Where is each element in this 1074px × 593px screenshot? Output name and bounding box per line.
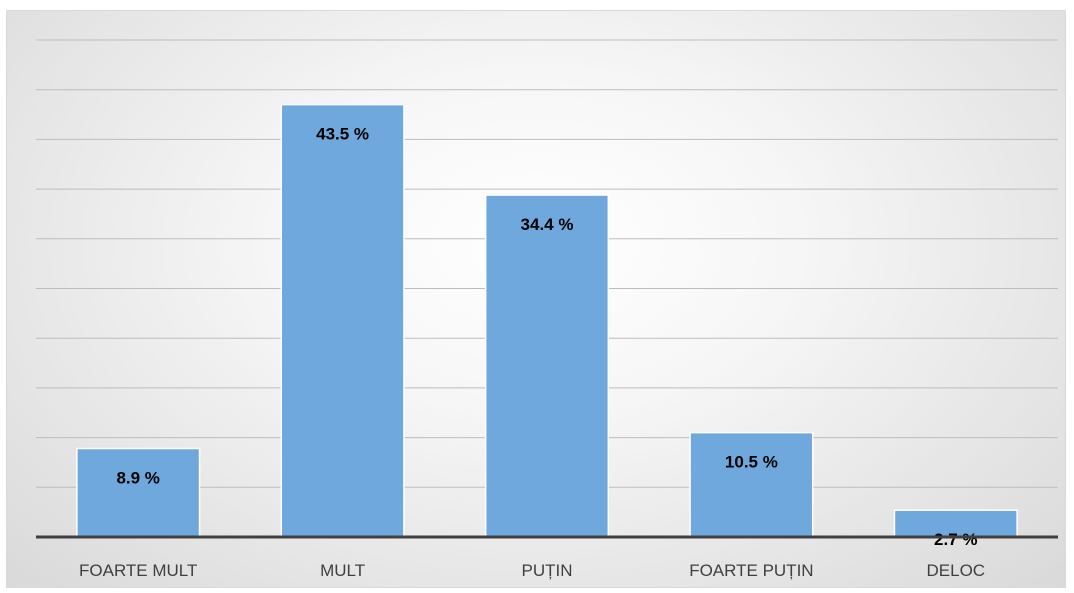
bar xyxy=(484,194,610,538)
bar xyxy=(76,447,201,538)
data-label: 34.4 % xyxy=(521,215,574,234)
category-label: MULT xyxy=(320,561,365,580)
data-label: 8.9 % xyxy=(116,469,159,488)
category-label: FOARTE PUȚIN xyxy=(689,561,813,580)
bar xyxy=(893,509,1018,538)
bar xyxy=(280,103,405,538)
data-label: 43.5 % xyxy=(316,125,369,144)
category-label: FOARTE MULT xyxy=(79,561,197,580)
data-label: 2.7 % xyxy=(934,530,977,549)
data-label: 10.5 % xyxy=(725,453,778,472)
category-label: DELOC xyxy=(927,561,986,580)
bar xyxy=(689,431,814,538)
category-label: PUȚIN xyxy=(522,561,573,580)
